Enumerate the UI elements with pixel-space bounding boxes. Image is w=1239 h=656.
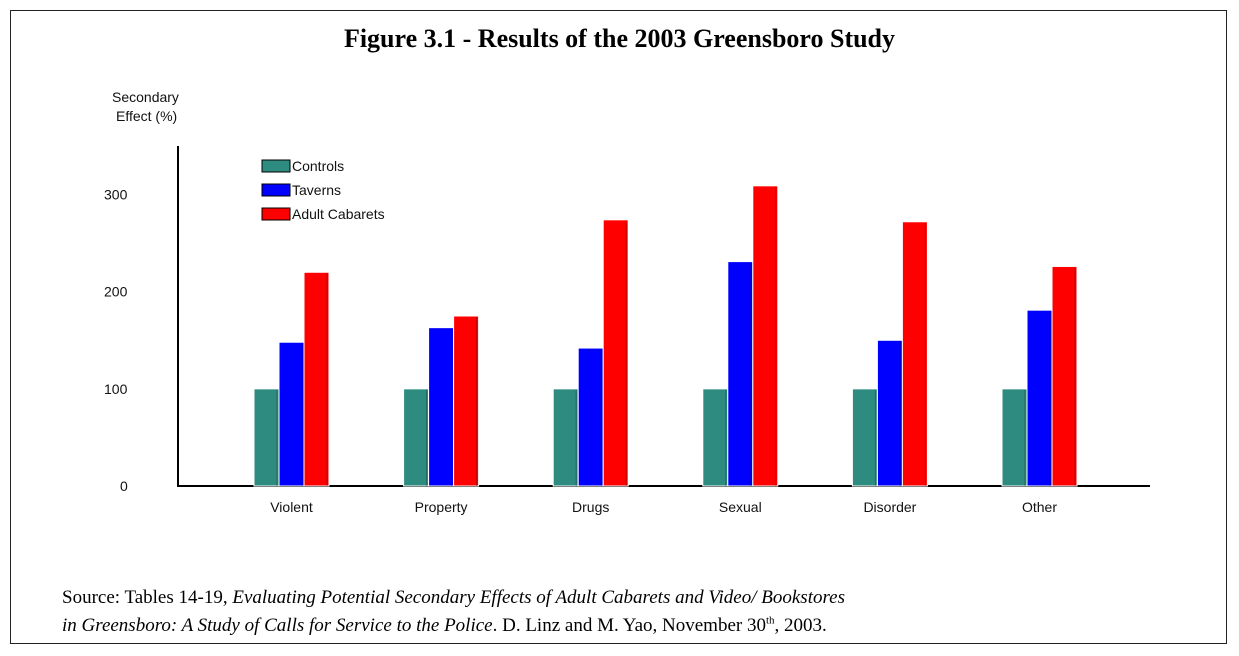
source-citation: Source: Tables 14-19, Evaluating Potenti… bbox=[62, 584, 1202, 640]
bar-controls bbox=[552, 388, 579, 487]
bar-adult-cabarets bbox=[303, 271, 330, 487]
bar-taverns bbox=[727, 261, 754, 487]
bar-controls bbox=[253, 388, 280, 487]
chart-title: Figure 3.1 - Results of the 2003 Greensb… bbox=[343, 24, 896, 53]
y-tick-label: 0 bbox=[120, 478, 128, 494]
bar-controls bbox=[851, 388, 878, 487]
bar-controls bbox=[403, 388, 430, 487]
legend-label: Taverns bbox=[292, 182, 341, 198]
source-prefix: Source: Tables 14-19, bbox=[62, 587, 233, 608]
bar-taverns bbox=[1026, 309, 1053, 487]
legend-swatch bbox=[261, 183, 291, 197]
source-date-superscript: th bbox=[765, 614, 775, 627]
y-axis-label-line-2: Effect (%) bbox=[116, 108, 178, 124]
bar-adult-cabarets bbox=[752, 185, 779, 487]
source-report-title-part2: in Greensboro: A Study of Calls for Serv… bbox=[62, 615, 493, 636]
bar-adult-cabarets bbox=[602, 219, 629, 487]
x-tick-label: Violent bbox=[270, 499, 313, 515]
y-tick-label: 200 bbox=[104, 284, 128, 300]
x-tick-label: Property bbox=[415, 499, 468, 515]
bar-taverns bbox=[278, 341, 305, 487]
source-line-2: in Greensboro: A Study of Calls for Serv… bbox=[62, 612, 1202, 640]
bar-adult-cabarets bbox=[1051, 265, 1078, 487]
source-year: , 2003. bbox=[774, 615, 827, 636]
x-tick-label: Disorder bbox=[863, 499, 916, 515]
source-line-1: Source: Tables 14-19, Evaluating Potenti… bbox=[62, 584, 1202, 612]
bar-adult-cabarets bbox=[901, 221, 928, 487]
x-tick-label: Other bbox=[1022, 499, 1057, 515]
legend-swatch bbox=[261, 159, 291, 173]
bar-controls bbox=[702, 388, 729, 487]
bar-taverns bbox=[876, 339, 903, 487]
legend-swatch bbox=[261, 207, 291, 221]
source-authors-date: . D. Linz and M. Yao, November 30 bbox=[492, 615, 766, 636]
y-tick-label: 300 bbox=[104, 187, 128, 203]
legend-label: Controls bbox=[292, 158, 344, 174]
bar-taverns bbox=[577, 347, 604, 487]
source-report-title-part1: Evaluating Potential Secondary Effects o… bbox=[232, 587, 846, 608]
bar-adult-cabarets bbox=[453, 315, 480, 487]
y-axis-label: Secondary Effect (%) bbox=[112, 88, 232, 126]
y-axis-label-line-1: Secondary bbox=[112, 89, 179, 105]
bar-taverns bbox=[428, 327, 455, 487]
y-tick-label: 100 bbox=[104, 381, 128, 397]
x-tick-label: Drugs bbox=[572, 499, 609, 515]
legend-label: Adult Cabarets bbox=[292, 206, 385, 222]
x-tick-label: Sexual bbox=[719, 499, 762, 515]
bar-controls bbox=[1001, 388, 1028, 487]
